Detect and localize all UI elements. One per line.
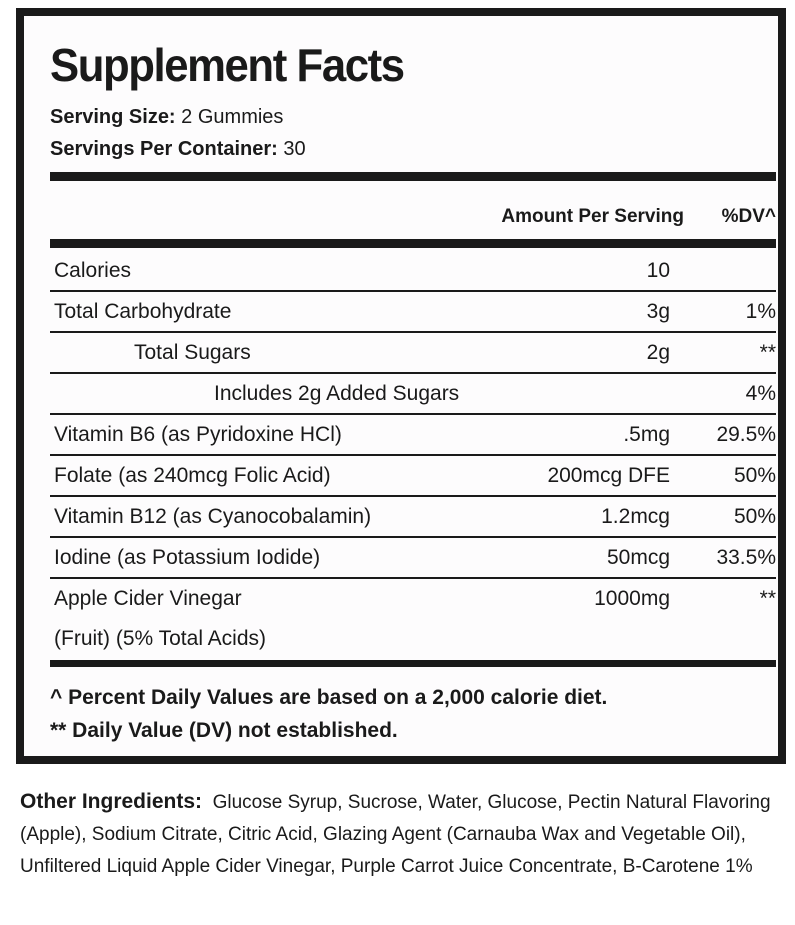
nutrient-name: Iodine (as Potassium Iodide): [54, 546, 321, 569]
supplement-facts-panel: Supplement Facts Serving Size: 2 Gummies…: [16, 8, 786, 764]
header-dv: %DV^: [721, 206, 776, 227]
nutrient-dv: 33.5%: [716, 546, 776, 569]
footnote-not-established: ** Daily Value (DV) not established.: [50, 719, 398, 742]
nutrient-dv: 4%: [745, 382, 776, 405]
table-row: Calories 10: [50, 251, 776, 292]
table-row: Iodine (as Potassium Iodide) 50mcg 33.5%: [50, 538, 776, 579]
nutrient-amount: 200mcg DFE: [547, 464, 670, 487]
footnote-dv: ^ Percent Daily Values are based on a 2,…: [50, 686, 608, 709]
nutrient-name: Folate (as 240mcg Folic Acid): [54, 464, 331, 487]
table-row: Apple Cider Vinegar (Fruit) (5% Total Aci…: [50, 579, 776, 659]
nutrient-dv: 1%: [745, 300, 776, 323]
table-row: Total Sugars 2g **: [50, 333, 776, 374]
table-row: Folate (as 240mcg Folic Acid) 200mcg DFE 5…: [50, 456, 776, 497]
panel-title: Supplement Facts: [50, 39, 405, 91]
servings-label: Servings Per Container:: [50, 138, 278, 160]
nutrient-dv: 29.5%: [716, 423, 776, 446]
nutrient-name: Calories: [54, 259, 132, 282]
nutrient-name: Vitamin B12 (as Cyanocobalamin): [54, 505, 372, 528]
table-row: Vitamin B12 (as Cyanocobalamin) 1.2mcg 50%: [50, 497, 776, 538]
other-ingredients-label: Other Ingredients:: [20, 790, 203, 813]
header-amount: Amount Per Serving: [501, 206, 684, 227]
serving-size: Serving Size: 2 Gummies: [50, 106, 283, 129]
nutrient-dv: **: [759, 587, 776, 610]
serving-size-label: Serving Size:: [50, 106, 176, 128]
servings-per-container: Servings Per Container: 30: [50, 138, 306, 161]
nutrient-dv: **: [759, 341, 776, 364]
nutrient-name: Apple Cider Vinegar: [54, 587, 242, 610]
table-row: Vitamin B6 (as Pyridoxine HCl) .5mg 29.5%: [50, 415, 776, 456]
servings-value: 30: [283, 138, 306, 160]
serving-size-value: 2 Gummies: [181, 106, 284, 128]
nutrient-dv: 50%: [733, 464, 776, 487]
nutrient-amount: 1.2mcg: [601, 505, 670, 528]
nutrient-amount: 3g: [646, 300, 670, 323]
nutrient-amount: 10: [646, 259, 670, 282]
nutrient-name: Includes 2g Added Sugars: [214, 382, 460, 405]
table-row: Total Carbohydrate 3g 1%: [50, 292, 776, 333]
other-ingredients: Other Ingredients: Glucose Syrup, Sucros…: [20, 786, 790, 883]
nutrient-dv: 50%: [733, 505, 776, 528]
nutrient-name: Vitamin B6 (as Pyridoxine HCl): [54, 423, 342, 446]
nutrient-name-detail: (Fruit) (5% Total Acids): [54, 627, 266, 650]
divider-thick: [50, 172, 776, 181]
table-row: Includes 2g Added Sugars 4%: [50, 374, 776, 415]
other-ingredients-text: Glucose Syrup, Sucrose, Water, Glucose, …: [20, 792, 771, 877]
divider-thick: [50, 239, 776, 248]
nutrient-amount: 1000mg: [594, 587, 670, 610]
nutrient-amount: 50mcg: [606, 546, 670, 569]
nutrient-amount: .5mg: [623, 423, 670, 446]
nutrient-name: Total Carbohydrate: [54, 300, 232, 323]
nutrient-name: Total Sugars: [134, 341, 251, 364]
nutrient-amount: 2g: [646, 341, 670, 364]
divider-thick: [50, 660, 776, 667]
